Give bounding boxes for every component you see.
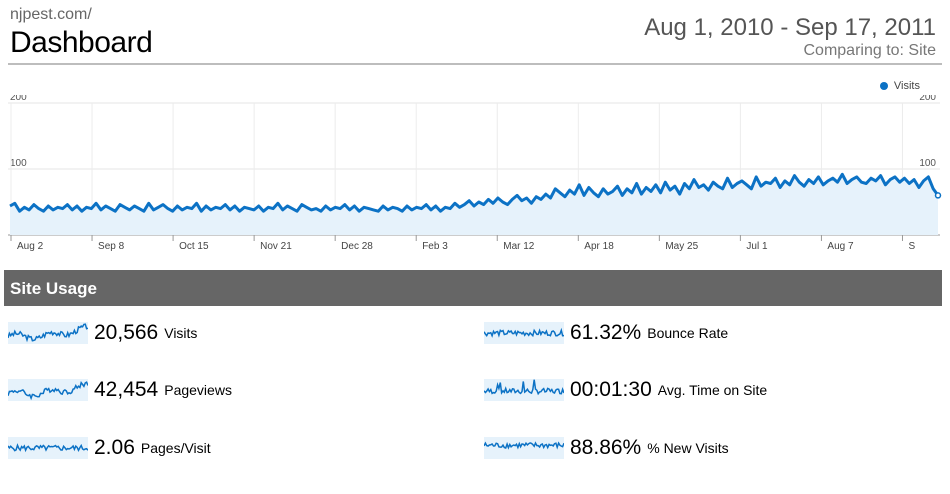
metric-new-visits[interactable]: 88.86% % New Visits	[484, 433, 729, 463]
metric-label: Bounce Rate	[647, 325, 729, 341]
metric-value: 42,454	[94, 378, 159, 401]
series-visits-endpoint	[934, 192, 942, 199]
metric-label: Avg. Time on Site	[657, 382, 768, 398]
x-tick-label: Jul 1	[746, 241, 768, 252]
sparkline-new-visits	[484, 437, 564, 459]
metric-bounce-rate[interactable]: 61.32% Bounce Rate	[484, 318, 728, 348]
sparkline-visits	[8, 322, 88, 344]
x-tick-label: Oct 15	[179, 241, 209, 252]
x-tick-label: Sep 8	[98, 241, 125, 252]
page-title: Dashboard	[10, 26, 153, 59]
x-tick-label: May 25	[665, 241, 698, 252]
site-usage-header: Site Usage	[4, 270, 942, 306]
x-tick-label: Dec 28	[341, 241, 373, 252]
sparkline-line	[8, 323, 88, 343]
site-name: njpest.com/	[10, 6, 92, 23]
metric-visits[interactable]: 20,566 Visits	[8, 318, 197, 348]
chart-legend[interactable]: Visits	[879, 80, 920, 92]
sparkline-pages-per-visit	[8, 437, 88, 459]
metric-value: 00:01:30	[570, 378, 652, 401]
x-tick-label: Aug 2	[17, 241, 44, 252]
x-tick-label: Feb 3	[422, 241, 448, 252]
sparkline-line	[484, 441, 564, 450]
sparkline-bounce-rate	[484, 322, 564, 344]
x-tick-label: Aug 7	[827, 241, 854, 252]
comparing-label[interactable]: Comparing to: Site	[803, 42, 936, 59]
x-tick-label: Mar 12	[503, 241, 535, 252]
x-tick-label: Nov 21	[260, 241, 292, 252]
sparkline-line	[8, 381, 88, 401]
metric-value: 2.06	[94, 436, 135, 459]
y-tick-label-right: 200	[919, 95, 936, 103]
metric-label: Pages/Visit	[140, 440, 211, 456]
metric-value: 88.86%	[570, 436, 642, 459]
metric-label: % New Visits	[647, 440, 729, 456]
metric-avg-time-on-site[interactable]: 00:01:30 Avg. Time on Site	[484, 375, 767, 405]
y-tick-label-left: 200	[10, 95, 27, 103]
series-visits-line	[9, 172, 940, 213]
legend-dot-icon	[879, 82, 888, 90]
y-tick-label-right: 100	[919, 158, 936, 169]
metric-value: 20,566	[94, 321, 159, 344]
header-divider	[8, 63, 942, 65]
sparkline-line	[8, 443, 88, 453]
metric-value: 61.32%	[570, 321, 642, 344]
date-range-selector[interactable]: Aug 1, 2010 - Sep 17, 2011	[644, 14, 936, 41]
metric-label: Visits	[164, 325, 198, 341]
y-tick-label-left: 100	[10, 158, 27, 169]
legend-label-visits: Visits	[893, 80, 920, 92]
x-tick-label: S	[908, 241, 915, 252]
visits-over-time-chart[interactable]: 200 200 100 100 Aug 2 Sep 8 Oct 15 Nov 21 Dec 28…	[0, 95, 950, 255]
x-tick-label: Apr 18	[584, 241, 614, 252]
sparkline-line	[484, 379, 564, 396]
sparkline-pageviews	[8, 379, 88, 401]
metric-pageviews[interactable]: 42,454 Pageviews	[8, 375, 232, 405]
sparkline-avg-time-on-site	[484, 379, 564, 401]
metric-pages-per-visit[interactable]: 2.06 Pages/Visit	[8, 433, 211, 463]
section-title: Site Usage	[10, 279, 97, 298]
sparkline-line	[484, 327, 564, 338]
metric-label: Pageviews	[164, 382, 232, 398]
